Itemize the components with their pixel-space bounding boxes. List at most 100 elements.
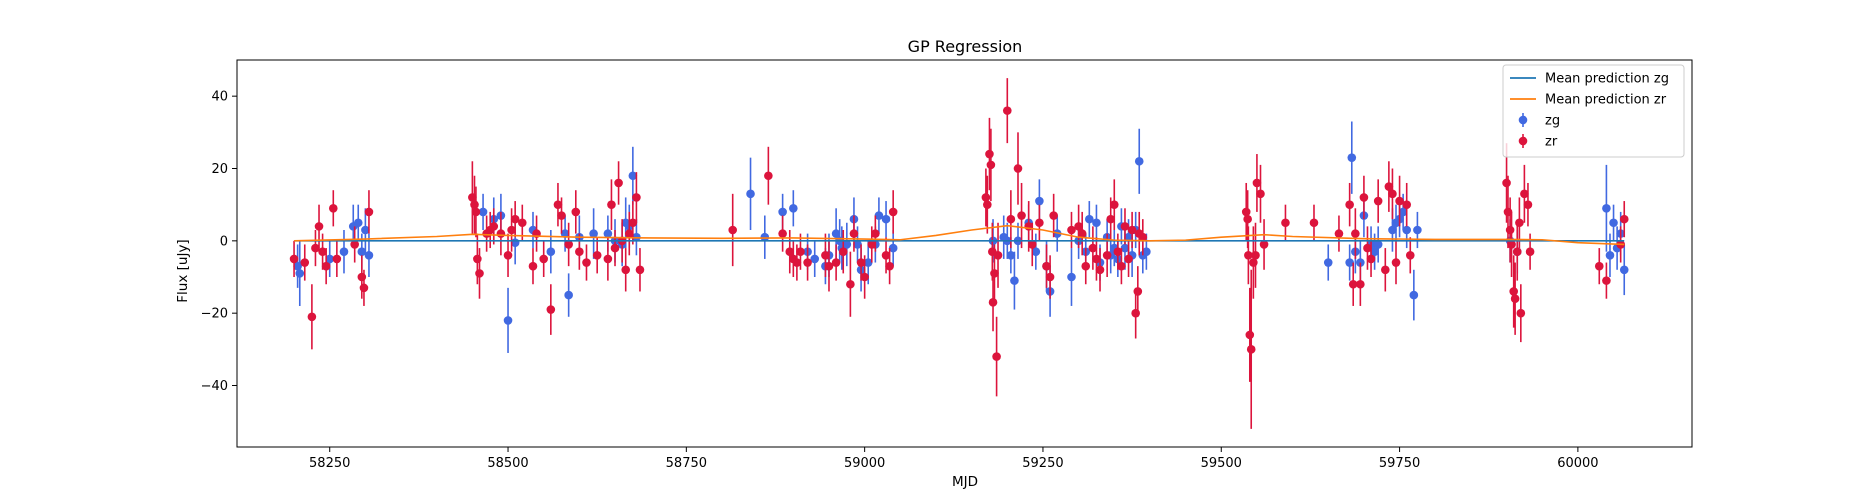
data-point-zr [1402,200,1412,209]
data-point-zr [610,243,620,253]
data-point-zr [475,269,484,278]
y-tick-label: −40 [201,379,228,394]
data-point-zr [546,305,556,314]
data-point-zr [764,171,773,181]
data-point-zr [1507,240,1516,249]
data-point-zr [803,258,812,267]
data-point-zr [885,261,894,271]
data-point-zr [1356,279,1365,289]
data-point-zr [981,193,991,202]
data-point-zr [1251,251,1260,260]
data-point-zg [1124,232,1133,242]
data-point-zr [628,218,638,228]
data-point-zr [359,283,369,293]
y-tick-label: 40 [211,90,228,105]
data-point-zr [1512,247,1522,256]
data-point-zr [1244,251,1253,260]
data-point-zr [856,258,866,267]
data-point-zg [1347,153,1357,162]
data-point-zr [1106,214,1116,224]
data-point-zr [1109,200,1119,209]
data-point-zg [1092,218,1101,228]
data-point-zg [863,258,873,267]
data-point-zr [528,261,538,271]
data-point-zg [339,247,349,256]
data-point-zr [321,261,331,271]
data-point-zr [564,240,573,249]
legend-entry-label: zg [1545,114,1560,129]
data-point-zr [871,229,880,238]
data-point-zg [853,240,862,249]
data-point-zr [1133,287,1143,296]
data-point-zr [311,243,320,253]
x-tick-label: 59500 [1201,456,1242,471]
data-point-zg [831,229,841,238]
data-point-zr [990,269,999,278]
data-point-zr [1366,254,1376,264]
data-point-zg [888,243,898,253]
data-point-zr [1006,214,1016,224]
data-point-zr [1241,207,1251,217]
data-point-zr [1259,240,1269,249]
series-zr [289,78,1629,429]
x-tick-label: 59000 [844,456,885,471]
data-point-zg [810,254,820,264]
y-axis-label: Flux [uJy] [175,239,191,302]
data-point-zg [778,207,787,217]
data-point-zr [1395,196,1404,206]
data-point-zg [746,189,755,199]
data-point-zr [849,229,859,238]
data-point-zr [1252,178,1262,188]
data-point-zg [353,218,363,228]
x-tick-label: 58750 [666,456,707,471]
data-point-zr [867,240,877,249]
data-point-zg [1602,203,1611,213]
data-point-zg [1398,207,1408,217]
data-point-zg [1006,251,1016,260]
data-point-zg [1370,247,1379,256]
data-point-zg [603,229,613,238]
data-point-zg [1609,218,1618,228]
data-point-zr [503,251,513,260]
x-tick-label: 59250 [1022,456,1063,471]
data-point-zr [318,247,327,256]
data-point-zr [778,229,787,238]
legend: Mean prediction zg Mean prediction zr zg zr [1502,64,1685,158]
x-tick-label: 58250 [309,456,350,471]
data-point-zr [1124,254,1133,264]
data-point-zg [546,247,556,256]
axes-frame [236,59,1693,448]
data-point-zr [364,207,374,217]
data-point-zr [1081,261,1091,271]
data-point-zr [332,254,342,264]
data-point-zg [1134,156,1144,166]
data-point-zr [1042,261,1051,271]
data-point-zr [289,254,299,264]
data-point-zr [1245,330,1255,340]
data-point-zr [557,211,566,220]
data-point-zr [517,218,527,228]
data-point-zg [478,207,488,217]
data-point-zr [614,178,623,188]
legend-marker-swatch [1518,115,1528,125]
data-point-zr [621,265,631,275]
data-point-zr [785,247,795,256]
data-point-zr [1384,182,1394,191]
data-point-zg [295,269,305,278]
data-point-zg [842,240,852,249]
data-point-zg [560,229,570,238]
data-point-zr [1525,247,1535,256]
data-point-zg [1142,247,1151,256]
data-point-zr [792,258,802,267]
data-point-zr [1334,229,1344,238]
data-point-zr [607,200,616,209]
data-point-zr [1363,243,1372,253]
data-point-zg [1402,225,1412,235]
data-point-zg [1085,214,1094,224]
data-point-zg [628,171,638,181]
data-point-zr [624,229,634,238]
data-point-zr [831,258,841,267]
data-point-zr [592,251,602,260]
data-point-zg [589,229,598,238]
data-point-zr [582,258,591,267]
